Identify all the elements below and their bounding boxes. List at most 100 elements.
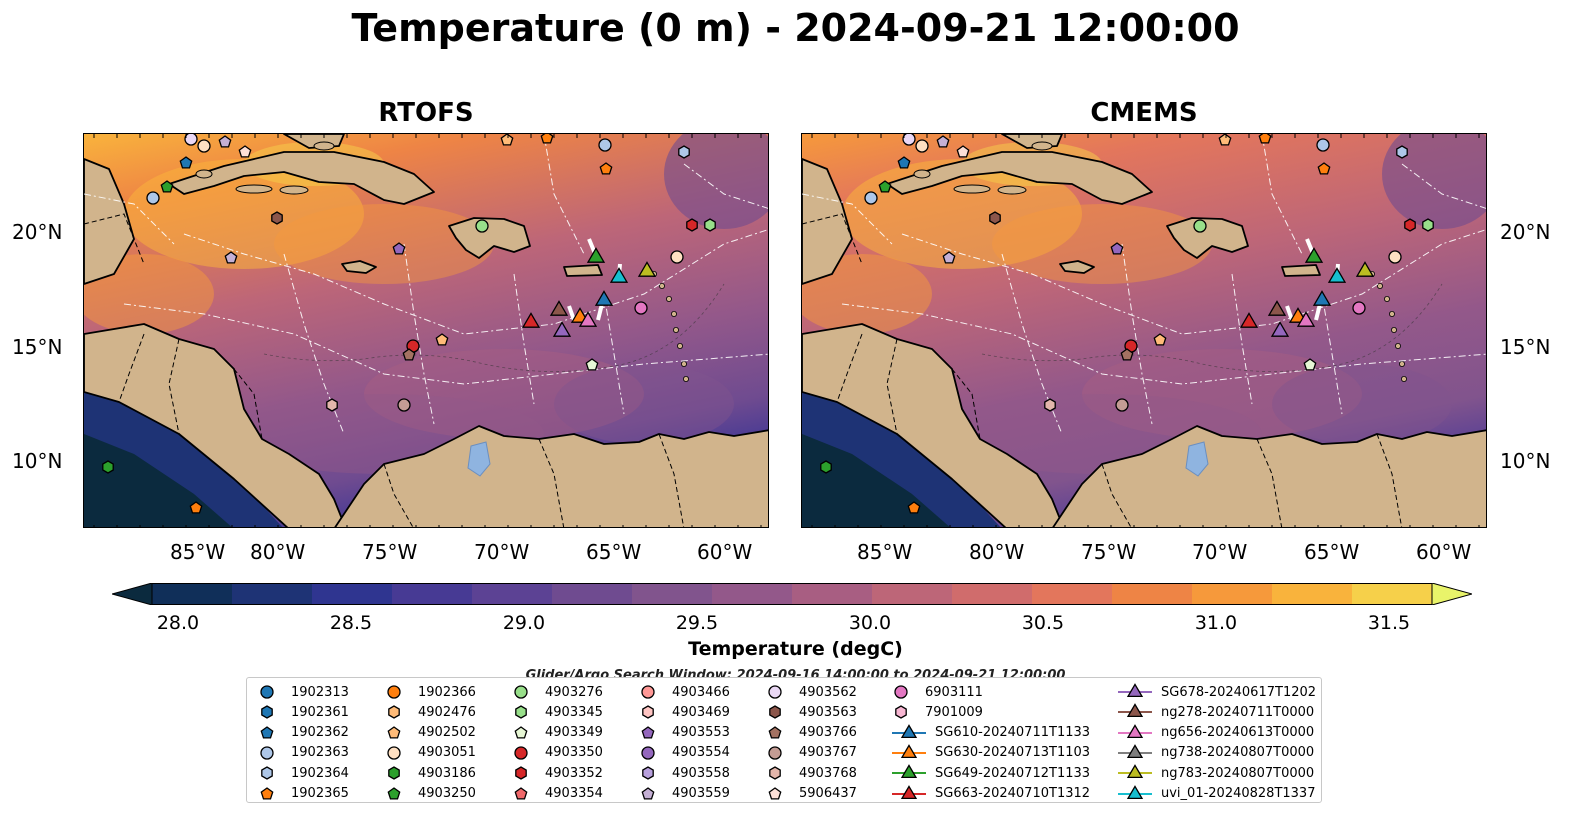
argo-float-4903768[interactable]: [326, 398, 338, 412]
legend-label: 4903352: [545, 765, 603, 781]
argo-float-4902502[interactable]: [1218, 134, 1232, 146]
argo-float-1902363[interactable]: [146, 191, 160, 205]
legend-item: 1902364: [257, 763, 349, 783]
glider-uvi_01-20240828T1337[interactable]: [609, 267, 629, 283]
argo-float-1902363[interactable]: [1316, 138, 1330, 152]
glider-ng278-20240711T0000[interactable]: [1267, 300, 1287, 316]
lon-tick-60-right: 60°W: [1416, 540, 1472, 564]
argo-float-5906437[interactable]: [238, 145, 252, 158]
argo-float-4903276[interactable]: [475, 219, 489, 233]
argo-float-4903349[interactable]: [1303, 358, 1317, 371]
legend-label: SG610-20240711T1133: [935, 725, 1091, 741]
argo-float-1902365[interactable]: [540, 134, 554, 144]
glider-SG663-20240710T1312[interactable]: [1239, 312, 1259, 328]
argo-float-1902362[interactable]: [897, 156, 911, 169]
argo-float-4903276[interactable]: [1193, 219, 1207, 233]
lon-tick-85-left: 85°W: [170, 540, 226, 564]
argo-float-4903767[interactable]: [397, 398, 411, 412]
legend-marker: [388, 766, 400, 780]
legend-argo-marker: [768, 786, 782, 800]
argo-float-4903345[interactable]: [704, 218, 716, 232]
argo-float-1902365[interactable]: [1258, 134, 1272, 144]
argo-float-1902365[interactable]: [907, 501, 921, 514]
legend-argo-marker: [768, 746, 782, 760]
argo-float-4903562[interactable]: [902, 134, 916, 146]
argo-float-4903766[interactable]: [1120, 348, 1134, 361]
argo-float-4902502[interactable]: [500, 134, 514, 146]
argo-float-4903553[interactable]: [1110, 242, 1124, 255]
argo-float-4903051[interactable]: [670, 250, 684, 264]
island: [1031, 141, 1053, 151]
glider-SG678-20240617T1202[interactable]: [552, 321, 572, 337]
argo-float-4903345[interactable]: [1422, 218, 1434, 232]
argo-float-4903768[interactable]: [1044, 398, 1056, 412]
argo-float-4903767[interactable]: [1115, 398, 1129, 412]
glider-ng278-20240711T0000[interactable]: [549, 300, 569, 316]
argo-float-1902365[interactable]: [189, 501, 203, 514]
argo-float-4903250[interactable]: [878, 180, 892, 193]
legend-label: ng738-20240807T0000: [1161, 745, 1315, 761]
argo-float-4902502[interactable]: [435, 333, 449, 346]
glider-SG678-20240617T1202[interactable]: [1270, 321, 1290, 337]
argo-float-4903250[interactable]: [160, 180, 174, 193]
glider-SG663-20240710T1312[interactable]: [521, 312, 541, 328]
argo-float-1902363[interactable]: [864, 191, 878, 205]
country-border: [233, 368, 263, 440]
argo-float-1902365[interactable]: [1317, 162, 1331, 175]
glider-uvi_01-20240828T1337[interactable]: [1327, 267, 1347, 283]
argo-float-4903559[interactable]: [224, 251, 238, 264]
glider-SG649-20240712T1133[interactable]: [586, 247, 606, 263]
argo-float-1902362[interactable]: [179, 156, 193, 169]
argo-float-4903559[interactable]: [942, 251, 956, 264]
legend-marker: [260, 746, 274, 760]
legend-label: 7901009: [925, 704, 983, 720]
argo-float-4903051[interactable]: [1388, 250, 1402, 264]
legend-marker: [261, 766, 273, 780]
glider-ng656-20240613T0000[interactable]: [1296, 311, 1316, 327]
legend-argo-marker: [642, 705, 654, 720]
argo-float-1902364[interactable]: [1396, 145, 1408, 159]
argo-float-4903186[interactable]: [820, 460, 832, 474]
argo-float-1902365[interactable]: [599, 162, 613, 175]
argo-float-4903186[interactable]: [102, 460, 114, 474]
argo-float-4903349[interactable]: [585, 358, 599, 371]
legend-marker: [894, 685, 908, 699]
island: [1395, 342, 1402, 349]
legend-marker: [641, 786, 655, 800]
glider-ng783-20240807T0000[interactable]: [637, 261, 657, 277]
argo-float-4903051[interactable]: [915, 139, 929, 153]
argo-float-4903562[interactable]: [184, 134, 198, 146]
legend-marker: [387, 786, 401, 800]
glider-SG649-20240712T1133[interactable]: [1304, 247, 1324, 263]
legend-label: 4903554: [672, 745, 730, 761]
argo-float-1902363[interactable]: [598, 138, 612, 152]
legend-item: 4903766: [765, 723, 857, 743]
country-border: [84, 213, 145, 265]
argo-float-4903051[interactable]: [197, 139, 211, 153]
map-panel-rtofs[interactable]: [83, 133, 769, 528]
argo-float-4903559[interactable]: [936, 135, 950, 148]
glider-ng783-20240807T0000[interactable]: [1355, 261, 1375, 277]
map-panel-cmems[interactable]: [801, 133, 1487, 528]
argo-float-6903111[interactable]: [1352, 301, 1366, 315]
argo-float-5906437[interactable]: [956, 145, 970, 158]
argo-float-4903563[interactable]: [989, 211, 1001, 225]
glider-ng656-20240613T0000[interactable]: [578, 311, 598, 327]
island: [953, 184, 991, 194]
legend-label: 1902313: [291, 684, 349, 700]
legend-argo-marker: [260, 746, 274, 760]
argo-float-1902364[interactable]: [678, 145, 690, 159]
glider-SG610-20240711T1133[interactable]: [1312, 290, 1332, 306]
legend-label: 4903559: [672, 786, 730, 801]
argo-float-4903559[interactable]: [218, 135, 232, 148]
argo-float-4903563[interactable]: [271, 211, 283, 225]
glider-SG610-20240711T1133[interactable]: [594, 290, 614, 306]
argo-float-4903352[interactable]: [1404, 218, 1416, 232]
argo-float-4903352[interactable]: [686, 218, 698, 232]
argo-float-4903766[interactable]: [402, 348, 416, 361]
argo-float-6903111[interactable]: [634, 301, 648, 315]
argo-float-4903553[interactable]: [392, 242, 406, 255]
legend-label: 4903767: [799, 745, 857, 761]
argo-float-4902502[interactable]: [1153, 333, 1167, 346]
legend-label: 4903350: [545, 745, 603, 761]
